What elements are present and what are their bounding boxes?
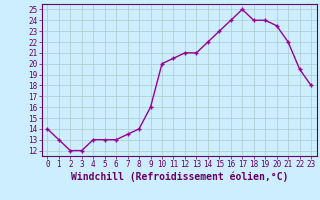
X-axis label: Windchill (Refroidissement éolien,°C): Windchill (Refroidissement éolien,°C) — [70, 172, 288, 182]
